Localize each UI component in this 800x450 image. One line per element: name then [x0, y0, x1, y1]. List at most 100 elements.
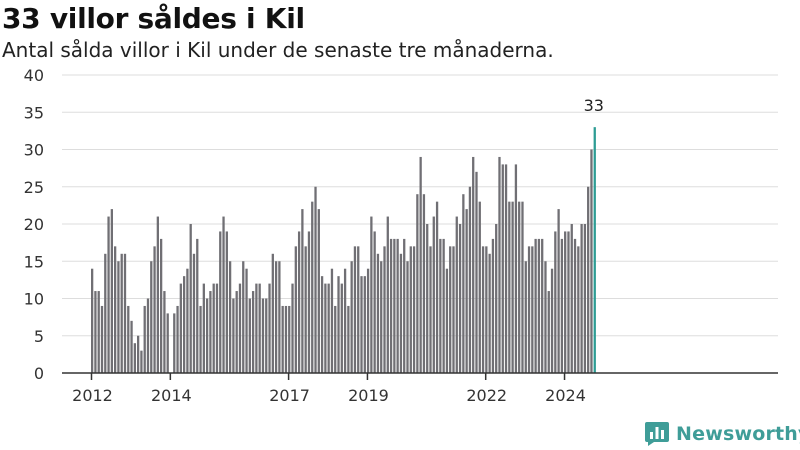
- bar: [297, 231, 301, 373]
- bar: [320, 276, 324, 373]
- bar: [97, 291, 100, 373]
- bar: [278, 261, 281, 373]
- bar: [176, 305, 179, 373]
- bar: [222, 216, 225, 373]
- bar: [314, 186, 317, 373]
- y-tick-label: 20: [24, 215, 44, 234]
- bar: [94, 291, 97, 373]
- bar: [587, 186, 590, 373]
- x-tick-label: 2012: [72, 386, 113, 405]
- bar: [173, 313, 176, 373]
- bar: [472, 156, 475, 373]
- bar: [232, 298, 235, 373]
- bar: [281, 305, 284, 373]
- bar: [501, 164, 504, 373]
- bar: [380, 261, 383, 373]
- bar: [317, 209, 320, 373]
- brand-name: Newsworthy: [676, 423, 800, 445]
- bar: [373, 231, 376, 373]
- bar: [455, 216, 458, 373]
- bar: [91, 268, 94, 373]
- bar: [462, 194, 465, 373]
- bar: [186, 268, 189, 373]
- bar: [228, 261, 232, 373]
- y-tick-label: 0: [34, 364, 44, 383]
- bar: [403, 238, 406, 373]
- y-tick-label: 40: [24, 66, 44, 85]
- bar: [127, 305, 130, 373]
- bar: [449, 246, 452, 373]
- bar: [573, 238, 577, 373]
- bar: [485, 246, 488, 373]
- bar: [219, 231, 222, 373]
- bars: [91, 127, 596, 374]
- y-tick-label: 5: [34, 327, 44, 346]
- bar: [251, 291, 255, 373]
- newsworthy-chart-logo-icon: [645, 422, 669, 446]
- chart-title: 33 villor såldes i Kil: [2, 2, 305, 35]
- bar: [238, 283, 242, 373]
- bar: [258, 283, 261, 373]
- bar: [284, 305, 288, 373]
- bar: [527, 246, 531, 373]
- bar: [248, 298, 251, 373]
- bar: [202, 283, 205, 373]
- bar: [396, 238, 399, 373]
- bar: [481, 246, 485, 373]
- bar: [261, 298, 265, 373]
- bar: [136, 335, 140, 373]
- bar: [554, 231, 557, 373]
- bar: [524, 261, 527, 373]
- bar: [150, 261, 153, 373]
- bar: [518, 201, 521, 373]
- bar: [104, 253, 107, 373]
- bar: [192, 253, 196, 373]
- bar: [386, 216, 389, 373]
- bar: [590, 149, 593, 373]
- bar: [399, 253, 403, 373]
- bar: [376, 253, 380, 373]
- bar: [491, 238, 495, 373]
- bar: [196, 238, 199, 373]
- bar: [334, 305, 337, 373]
- bar: [419, 156, 422, 373]
- x-tick-label: 2024: [545, 386, 586, 405]
- bar: [182, 276, 186, 373]
- bar: [550, 268, 554, 373]
- bar: [531, 246, 534, 373]
- bar: [458, 224, 462, 373]
- bar: [327, 283, 330, 373]
- bar: [337, 276, 340, 373]
- bar: [426, 224, 429, 373]
- bar: [291, 283, 294, 373]
- x-tick-label: 2022: [466, 386, 507, 405]
- bar: [514, 164, 518, 373]
- bar: [156, 216, 159, 373]
- bar: [123, 253, 127, 373]
- bar: [383, 246, 386, 373]
- bar: [215, 283, 219, 373]
- bar: [389, 238, 393, 373]
- bar: [347, 305, 350, 373]
- bar: [189, 224, 192, 373]
- bar: [511, 201, 514, 373]
- brand-footer: Newsworthy: [644, 420, 800, 448]
- bar: [304, 246, 307, 373]
- bar: [567, 231, 570, 373]
- bar: [199, 305, 202, 373]
- data-label-latest: 33: [584, 96, 604, 115]
- y-axis-tick-labels: 0 5 10 15 20 25 30 35 40: [24, 66, 44, 383]
- bar: [570, 224, 573, 373]
- bar: [340, 283, 343, 373]
- bar: [583, 224, 587, 373]
- bar: [370, 216, 373, 373]
- bar: [547, 291, 550, 373]
- bar: [205, 298, 209, 373]
- bar: [412, 246, 416, 373]
- bar: [442, 238, 445, 373]
- bar: [498, 156, 501, 373]
- bar: [439, 238, 442, 373]
- bar: [274, 261, 278, 373]
- bar: [307, 231, 311, 373]
- bar: [406, 261, 409, 373]
